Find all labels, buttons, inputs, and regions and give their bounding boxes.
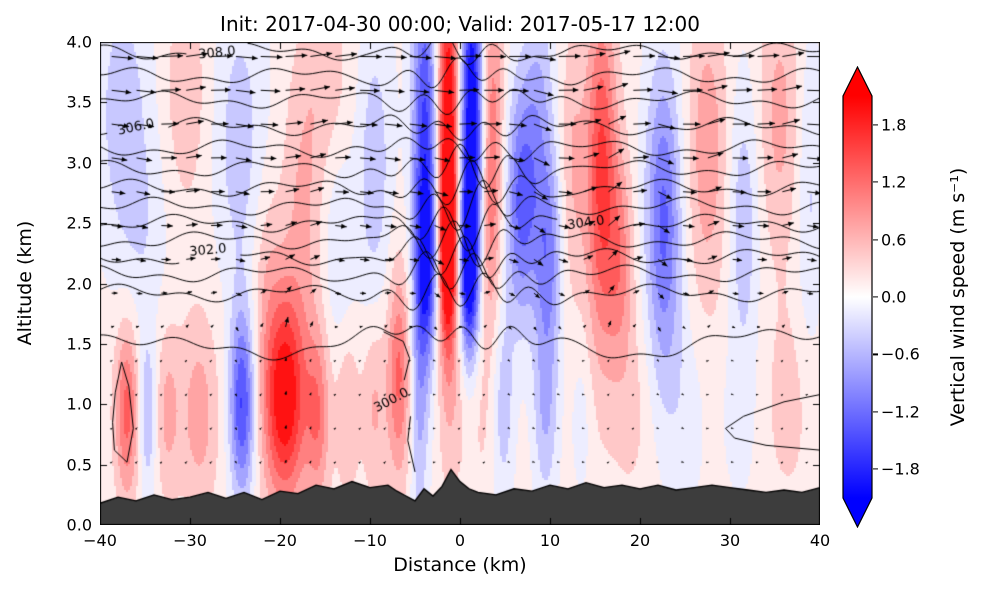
- y-axis-label: Altitude (km): [14, 220, 36, 346]
- colorbar-tick-label: 1.2: [881, 172, 907, 192]
- colorbar-tick-label: 0.0: [881, 287, 907, 307]
- x-tick-label: −30: [173, 531, 207, 550]
- x-tick-label: 10: [539, 531, 561, 550]
- x-axis-label: Distance (km): [393, 554, 527, 576]
- y-tick-label: 3.5: [66, 92, 92, 112]
- plot-area: [100, 42, 820, 525]
- y-tick-label: 2.0: [66, 274, 92, 293]
- colorbar-tick-mark: [873, 238, 878, 241]
- y-tick-label: 3.0: [66, 153, 92, 173]
- y-tick-label: 2.5: [66, 213, 92, 233]
- colorbar-tick-mark: [873, 296, 878, 298]
- colorbar-tick-mark: [873, 468, 878, 470]
- x-tick-label: −10: [353, 531, 387, 550]
- colorbar: [842, 66, 873, 528]
- colorbar-tick-mark: [873, 124, 878, 126]
- y-tick-label: 0.5: [66, 455, 92, 475]
- colorbar-label: Vertical wind speed (m s⁻¹): [947, 167, 969, 427]
- colorbar-tick-label: 0.6: [881, 230, 907, 250]
- colorbar-tick-label: 1.8: [881, 115, 907, 135]
- x-tick-label: 0: [454, 531, 466, 550]
- colorbar-tick-label: −1.8: [881, 459, 920, 479]
- colorbar-tick-mark: [873, 353, 878, 356]
- y-tick-label: 0.0: [66, 515, 92, 535]
- plot-title: Init: 2017-04-30 00:00; Valid: 2017-05-1…: [220, 12, 700, 36]
- colorbar-tick-label: −0.6: [881, 344, 920, 364]
- x-tick-label: 40: [809, 531, 831, 550]
- x-tick-label: −20: [263, 531, 297, 550]
- x-tick-label: 30: [719, 531, 741, 550]
- plot-canvas: [100, 42, 820, 525]
- y-tick-label: 1.5: [66, 334, 92, 354]
- x-tick-label: −40: [83, 531, 117, 550]
- x-tick-label: 20: [629, 531, 651, 550]
- y-tick-label: 4.0: [66, 32, 92, 52]
- colorbar-tick-mark: [873, 411, 878, 413]
- y-tick-label: 1.0: [66, 394, 92, 414]
- colorbar-tick-label: −1.2: [881, 402, 920, 422]
- colorbar-tick-mark: [873, 181, 878, 183]
- colorbar-gradient: [842, 66, 873, 528]
